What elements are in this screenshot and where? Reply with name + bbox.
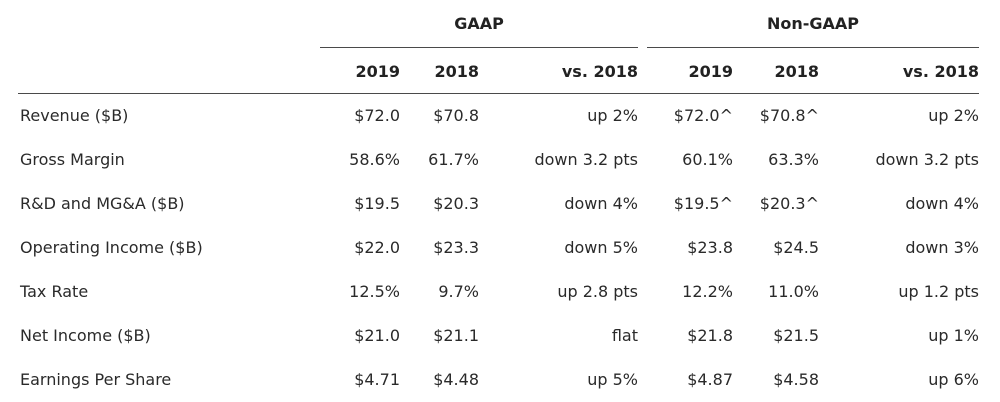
column-header-row: 2019 2018 vs. 2018 2019 2018 vs. 2018 xyxy=(18,48,979,94)
non-gaap-2019-value: 12.2% xyxy=(682,282,733,301)
gaap-2018-value: 61.7% xyxy=(428,150,479,169)
row-label: R&D and MG&A ($B) xyxy=(20,194,185,213)
non-gaap-2018-value: $4.58 xyxy=(773,370,819,389)
non-gaap-2019-value: $4.87 xyxy=(687,370,733,389)
table-row-operating-income: Operating Income ($B) $22.0 $23.3 down 5… xyxy=(18,226,979,270)
row-label: Gross Margin xyxy=(20,150,125,169)
gaap-2018-value: $23.3 xyxy=(433,238,479,257)
gaap-2019-header: 2019 xyxy=(355,62,400,81)
row-label: Net Income ($B) xyxy=(20,326,151,345)
non-gaap-change-value: up 1% xyxy=(928,326,979,345)
gaap-2019-value: $72.0 xyxy=(354,106,400,125)
non-gaap-2019-value: $72.0^ xyxy=(673,106,733,125)
non-gaap-2018-value: 11.0% xyxy=(768,282,819,301)
non-gaap-2018-value: $21.5 xyxy=(773,326,819,345)
gaap-2018-value: $4.48 xyxy=(433,370,479,389)
table-row-eps: Earnings Per Share $4.71 $4.48 up 5% $4.… xyxy=(18,358,979,402)
gaap-2018-value: $21.1 xyxy=(433,326,479,345)
gaap-group-header: GAAP xyxy=(320,0,638,48)
non-gaap-2018-value: $20.3^ xyxy=(759,194,819,213)
non-gaap-change-value: down 4% xyxy=(905,194,979,213)
gaap-change-value: down 4% xyxy=(564,194,638,213)
gaap-2018-value: 9.7% xyxy=(438,282,479,301)
table-row-tax-rate: Tax Rate 12.5% 9.7% up 2.8 pts 12.2% 11.… xyxy=(18,270,979,314)
non-gaap-change-value: up 1.2 pts xyxy=(898,282,979,301)
non-gaap-2019-value: 60.1% xyxy=(682,150,733,169)
non-gaap-group-title: Non-GAAP xyxy=(766,14,860,33)
row-label: Tax Rate xyxy=(20,282,89,301)
non-gaap-2018-header: 2018 xyxy=(774,62,819,81)
non-gaap-2019-value: $23.8 xyxy=(687,238,733,257)
non-gaap-2018-value: 63.3% xyxy=(768,150,819,169)
gaap-change-value: up 2.8 pts xyxy=(557,282,638,301)
gaap-2019-value: 12.5% xyxy=(349,282,400,301)
non-gaap-group-header: Non-GAAP xyxy=(647,0,979,48)
gaap-2018-value: $20.3 xyxy=(433,194,479,213)
gaap-2019-value: $19.5 xyxy=(354,194,400,213)
gaap-change-value: up 5% xyxy=(587,370,638,389)
row-label: Operating Income ($B) xyxy=(20,238,203,257)
gaap-2019-value: 58.6% xyxy=(349,150,400,169)
non-gaap-2019-value: $21.8 xyxy=(687,326,733,345)
non-gaap-change-value: down 3.2 pts xyxy=(875,150,979,169)
gaap-change-value: up 2% xyxy=(587,106,638,125)
non-gaap-change-value: up 2% xyxy=(928,106,979,125)
gaap-change-value: down 5% xyxy=(564,238,638,257)
non-gaap-change-value: down 3% xyxy=(905,238,979,257)
non-gaap-change-value: up 6% xyxy=(928,370,979,389)
non-gaap-change-header: vs. 2018 xyxy=(902,62,979,81)
gaap-group-title: GAAP xyxy=(454,14,504,33)
non-gaap-2018-value: $24.5 xyxy=(773,238,819,257)
gaap-change-value: down 3.2 pts xyxy=(534,150,638,169)
row-label: Revenue ($B) xyxy=(20,106,129,125)
gaap-change-value: flat xyxy=(611,326,638,345)
gaap-change-header: vs. 2018 xyxy=(561,62,638,81)
non-gaap-2019-value: $19.5^ xyxy=(673,194,733,213)
gaap-2018-header: 2018 xyxy=(434,62,479,81)
gaap-2019-value: $22.0 xyxy=(354,238,400,257)
table-row-net-income: Net Income ($B) $21.0 $21.1 flat $21.8 $… xyxy=(18,314,979,358)
gaap-2019-value: $21.0 xyxy=(354,326,400,345)
gaap-2019-value: $4.71 xyxy=(354,370,400,389)
table-row-revenue: Revenue ($B) $72.0 $70.8 up 2% $72.0^ $7… xyxy=(18,94,979,138)
non-gaap-2018-value: $70.8^ xyxy=(759,106,819,125)
row-label: Earnings Per Share xyxy=(20,370,172,389)
table-row-rd-mga: R&D and MG&A ($B) $19.5 $20.3 down 4% $1… xyxy=(18,182,979,226)
non-gaap-2019-header: 2019 xyxy=(688,62,733,81)
table-row-gross-margin: Gross Margin 58.6% 61.7% down 3.2 pts 60… xyxy=(18,138,979,182)
gaap-2018-value: $70.8 xyxy=(433,106,479,125)
